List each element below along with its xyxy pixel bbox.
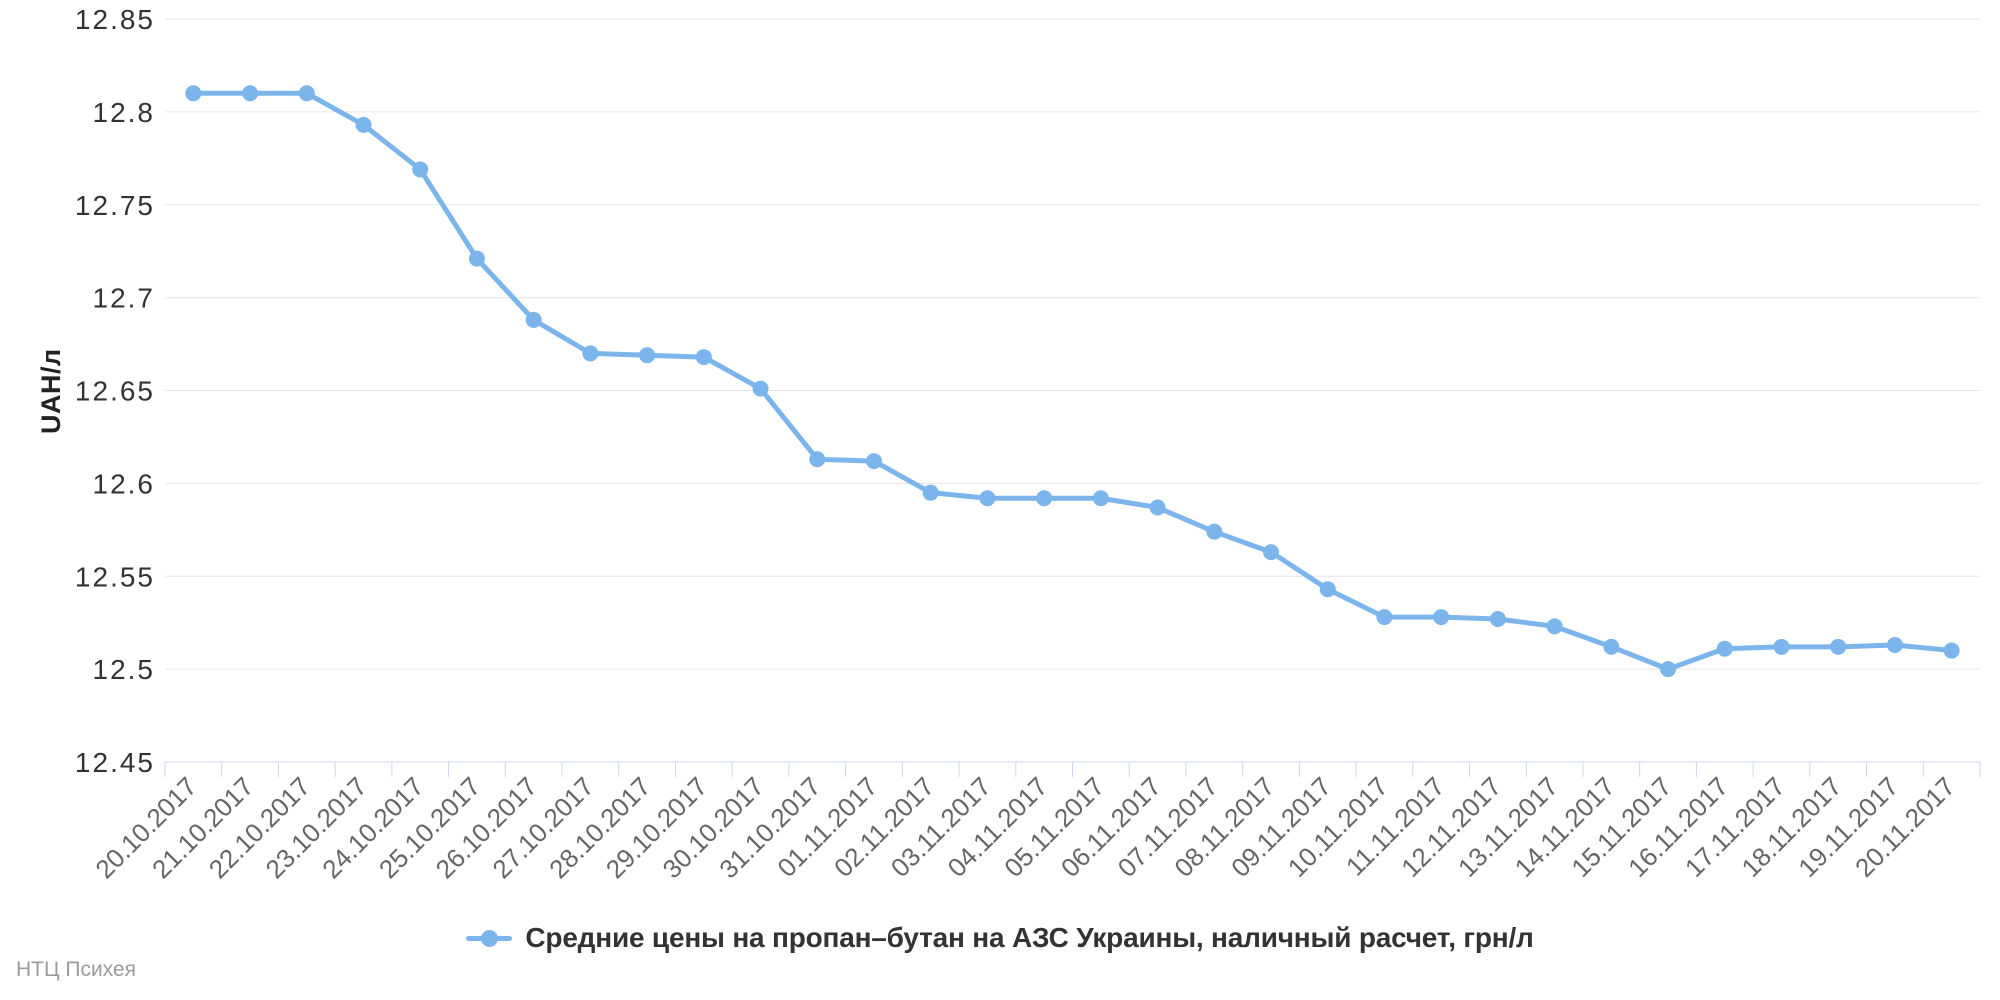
legend-item[interactable]: Средние цены на пропан–бутан на АЗС Укра…	[0, 916, 2000, 960]
data-point[interactable]	[1319, 581, 1336, 598]
data-point[interactable]	[412, 161, 429, 178]
y-axis-label: 12.8	[93, 97, 156, 128]
data-point[interactable]	[695, 349, 712, 366]
data-point[interactable]	[1546, 618, 1563, 635]
data-point[interactable]	[1263, 544, 1280, 561]
y-axis-label: 12.65	[75, 376, 155, 407]
data-point[interactable]	[1773, 638, 1790, 655]
data-point[interactable]	[1149, 499, 1166, 516]
y-axis-label: 12.45	[75, 747, 155, 778]
data-point[interactable]	[242, 85, 259, 102]
legend-dot-icon	[480, 929, 498, 947]
series-line	[190, 90, 1955, 672]
y-axis-label: 12.7	[93, 283, 156, 314]
data-point[interactable]	[355, 116, 372, 133]
data-point[interactable]	[1886, 636, 1903, 653]
data-point[interactable]	[1206, 523, 1223, 540]
y-axis-label: 12.55	[75, 561, 155, 592]
legend-label: Средние цены на пропан–бутан на АЗС Укра…	[525, 922, 1534, 953]
data-point[interactable]	[639, 347, 656, 364]
data-point[interactable]	[468, 250, 485, 267]
data-point[interactable]	[582, 345, 599, 362]
data-point[interactable]	[185, 85, 202, 102]
data-point[interactable]	[1092, 490, 1109, 507]
data-point[interactable]	[1660, 661, 1677, 678]
data-point[interactable]	[1603, 638, 1620, 655]
data-point[interactable]	[1830, 638, 1847, 655]
data-point[interactable]	[525, 311, 542, 328]
data-point[interactable]	[979, 490, 996, 507]
data-point[interactable]	[809, 451, 826, 468]
y-axis-label: 12.75	[75, 190, 155, 221]
data-point[interactable]	[752, 380, 769, 397]
legend-series-marker-icon	[466, 928, 513, 948]
data-point[interactable]	[1716, 640, 1733, 657]
data-point[interactable]	[298, 85, 315, 102]
data-point[interactable]	[865, 453, 882, 470]
data-point[interactable]	[1036, 490, 1053, 507]
y-axis-title: UAH/л	[36, 348, 66, 434]
data-point[interactable]	[1376, 609, 1393, 626]
data-point[interactable]	[1943, 642, 1960, 659]
data-point[interactable]	[922, 484, 939, 501]
data-point[interactable]	[1433, 609, 1450, 626]
credits-text: НТЦ Психея	[16, 958, 137, 981]
data-point[interactable]	[1489, 610, 1506, 627]
y-axis-label: 12.5	[93, 654, 156, 685]
y-axis-label: 12.6	[93, 468, 156, 499]
y-axis-label: 12.85	[75, 4, 155, 35]
